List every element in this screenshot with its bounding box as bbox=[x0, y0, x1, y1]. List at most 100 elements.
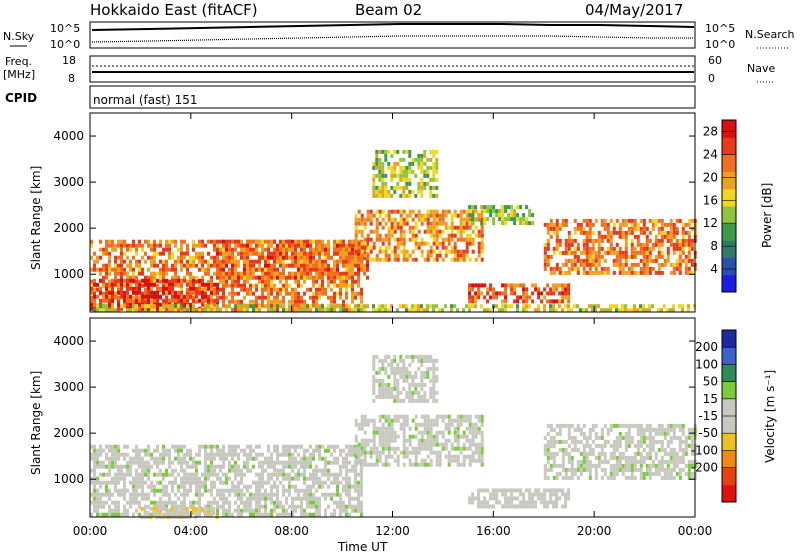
echo-cell bbox=[672, 435, 676, 440]
echo-cell bbox=[375, 149, 379, 154]
echo-cell bbox=[405, 165, 409, 170]
echo-cell bbox=[360, 488, 363, 493]
echo-cell bbox=[432, 161, 436, 166]
echo-cell bbox=[360, 468, 363, 473]
echo-cell bbox=[162, 283, 165, 288]
echo-cell bbox=[174, 278, 177, 283]
echo-cell bbox=[198, 488, 201, 493]
freq-label: Freq. bbox=[5, 55, 32, 68]
echo-cell bbox=[546, 242, 550, 247]
echo-cell bbox=[426, 426, 430, 431]
echo-cell bbox=[420, 462, 424, 467]
echo-cell bbox=[339, 508, 342, 513]
echo-cell bbox=[126, 468, 129, 473]
echo-cell bbox=[453, 249, 457, 254]
echo-cell bbox=[279, 480, 282, 485]
echo-cell bbox=[549, 488, 553, 493]
echo-cell bbox=[135, 500, 138, 505]
echo-cell bbox=[321, 263, 324, 268]
echo-cell bbox=[543, 496, 547, 501]
echo-cell bbox=[234, 508, 237, 513]
echo-cell bbox=[354, 225, 358, 230]
echo-cell bbox=[303, 468, 306, 473]
echo-cell bbox=[633, 218, 637, 223]
echo-cell bbox=[648, 431, 652, 436]
echo-cell bbox=[309, 464, 312, 469]
echo-cell bbox=[576, 270, 580, 275]
echo-cell bbox=[288, 239, 291, 244]
echo-cell bbox=[288, 456, 291, 461]
echo-cell bbox=[105, 286, 108, 291]
echo-cell bbox=[150, 247, 153, 252]
echo-cell bbox=[378, 304, 381, 309]
echo-cell bbox=[429, 446, 433, 451]
echo-cell bbox=[390, 165, 394, 170]
echo-cell bbox=[234, 476, 237, 481]
echo-cell bbox=[288, 307, 291, 312]
echo-cell bbox=[195, 286, 198, 291]
echo-cell bbox=[408, 426, 412, 431]
echo-cell bbox=[564, 304, 567, 309]
echo-cell bbox=[342, 271, 345, 276]
echo-cell bbox=[576, 226, 580, 231]
echo-cell bbox=[321, 291, 324, 296]
echo-cell bbox=[123, 492, 126, 497]
echo-cell bbox=[480, 205, 484, 210]
echo-cell bbox=[183, 239, 186, 244]
echo-cell bbox=[258, 304, 261, 309]
echo-cell bbox=[450, 418, 454, 423]
echo-cell bbox=[372, 434, 376, 439]
echo-cell bbox=[549, 423, 553, 428]
echo-cell bbox=[228, 500, 231, 505]
echo-cell bbox=[402, 370, 406, 375]
echo-cell bbox=[99, 452, 102, 457]
echo-cell bbox=[300, 239, 303, 244]
echo-cell bbox=[276, 251, 279, 256]
echo-cell bbox=[453, 430, 457, 435]
echo-cell bbox=[267, 267, 270, 272]
echo-cell bbox=[198, 452, 201, 457]
colorbar-segment bbox=[722, 120, 736, 138]
echo-cell bbox=[399, 304, 402, 309]
echo-cell bbox=[207, 298, 210, 303]
echo-cell bbox=[120, 247, 123, 252]
echo-cell bbox=[183, 488, 186, 493]
echo-cell bbox=[108, 279, 111, 284]
echo-cell bbox=[201, 263, 204, 268]
echo-cell bbox=[654, 234, 658, 239]
echo-cell bbox=[318, 247, 321, 252]
echo-cell bbox=[261, 283, 264, 288]
echo-cell bbox=[612, 222, 616, 227]
echo-cell bbox=[180, 508, 183, 513]
echo-cell bbox=[459, 422, 463, 427]
echo-cell bbox=[327, 476, 330, 481]
echo-cell bbox=[336, 504, 339, 509]
echo-cell bbox=[252, 263, 255, 268]
echo-cell bbox=[189, 488, 192, 493]
echo-cell bbox=[240, 299, 243, 304]
echo-cell bbox=[555, 230, 559, 235]
echo-cell bbox=[606, 270, 610, 275]
echo-cell bbox=[399, 422, 403, 427]
echo-cell bbox=[261, 460, 264, 465]
echo-cell bbox=[165, 452, 168, 457]
echo-cell bbox=[276, 484, 279, 489]
echo-cell bbox=[234, 468, 237, 473]
echo-cell bbox=[552, 443, 556, 448]
echo-cell bbox=[489, 496, 493, 501]
echo-cell bbox=[657, 308, 660, 313]
echo-cell bbox=[303, 452, 306, 457]
echo-cell bbox=[426, 173, 430, 178]
echo-cell bbox=[690, 427, 694, 432]
echo-cell bbox=[234, 500, 237, 505]
echo-cell bbox=[345, 247, 348, 252]
echo-cell bbox=[204, 456, 207, 461]
echo-cell bbox=[132, 500, 135, 505]
echo-cell bbox=[423, 442, 427, 447]
echo-cell bbox=[99, 504, 102, 509]
echo-cell bbox=[663, 431, 667, 436]
echo-cell bbox=[591, 242, 595, 247]
echo-cell bbox=[315, 464, 318, 469]
echo-cell bbox=[333, 275, 336, 280]
echo-cell bbox=[387, 165, 391, 170]
